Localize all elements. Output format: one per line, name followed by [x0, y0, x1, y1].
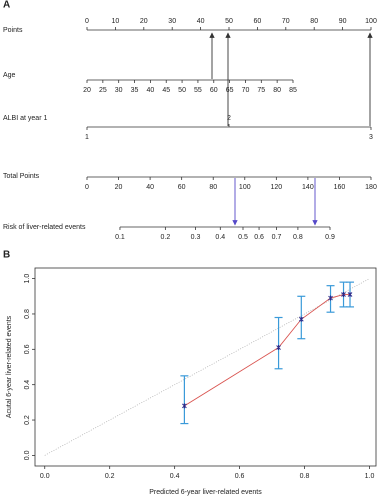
point [347, 292, 353, 298]
tick-label: 80 [310, 18, 318, 25]
point [182, 403, 187, 409]
tick-label: 10 [112, 18, 120, 25]
tick-label: 0 [85, 184, 89, 191]
tick-label: 1 [85, 134, 89, 141]
tick-label: 45 [162, 87, 170, 94]
ideal-line [44, 278, 370, 456]
tick-label: 30 [115, 87, 123, 94]
tick-label: 50 [178, 87, 186, 94]
x-tick-label: 0.8 [300, 473, 310, 480]
tick-label: 40 [146, 87, 154, 94]
tick-label: 0.2 [161, 234, 171, 241]
y-tick-label: 0.0 [24, 450, 31, 460]
x-tick-label: 0.6 [235, 473, 245, 480]
point [298, 316, 304, 322]
x-axis-label: Predicted 6-year liver-related events [149, 489, 262, 496]
tick-label: 60 [254, 18, 262, 25]
tick-label: 35 [131, 87, 139, 94]
tick-label: 50 [225, 18, 233, 25]
row-name: Age [3, 72, 16, 79]
tick-label: 0 [85, 18, 89, 25]
panel-label: B [3, 250, 10, 261]
tick-label: 2 [227, 115, 231, 122]
tick-label: 20 [115, 184, 123, 191]
plot-frame [34, 267, 377, 467]
tick-label: 75 [257, 87, 265, 94]
y-axis-label: Acutal 6-year liver-related events [6, 315, 13, 418]
tick-label: 70 [242, 87, 250, 94]
tick-label: 0.8 [293, 234, 303, 241]
y-tick-label: 0.2 [24, 415, 31, 425]
tick-label: 25 [99, 87, 107, 94]
tick-label: 65 [226, 87, 234, 94]
tick-label: 20 [83, 87, 91, 94]
tick-label: 0.6 [254, 234, 264, 241]
tick-label: 20 [140, 18, 148, 25]
point [328, 295, 333, 301]
y-tick-label: 1.0 [24, 274, 31, 284]
row-name: Total Points [3, 173, 40, 180]
tick-label: 55 [194, 87, 202, 94]
x-tick-label: 1.0 [365, 473, 375, 480]
point [276, 345, 281, 351]
x-tick-label: 0.4 [170, 473, 180, 480]
tick-label: 40 [197, 18, 205, 25]
y-tick-label: 0.4 [24, 380, 31, 390]
y-tick-label: 0.8 [24, 309, 31, 319]
row-name: ALBI at year 1 [3, 115, 47, 122]
tick-label: 60 [178, 184, 186, 191]
tick-label: 100 [239, 184, 251, 191]
tick-label: 120 [270, 184, 282, 191]
tick-label: 85 [289, 87, 297, 94]
tick-label: 80 [273, 87, 281, 94]
tick-label: 0.3 [191, 234, 201, 241]
tick-label: 60 [210, 87, 218, 94]
x-tick-label: 0.0 [40, 473, 50, 480]
y-tick-label: 0.6 [24, 344, 31, 354]
row-name: Points [3, 27, 23, 34]
calibration-line [184, 294, 351, 407]
x-tick-label: 0.2 [105, 473, 115, 480]
tick-label: 70 [282, 18, 290, 25]
tick-label: 0.4 [215, 234, 225, 241]
tick-label: 100 [365, 18, 377, 25]
tick-label: 0.9 [325, 234, 335, 241]
row-name: Risk of liver-related events [3, 224, 86, 231]
tick-label: 0.5 [238, 234, 248, 241]
tick-label: 0.7 [272, 234, 282, 241]
tick-label: 140 [302, 184, 314, 191]
point [341, 292, 346, 298]
panel-label: A [3, 0, 10, 11]
tick-label: 0.1 [115, 234, 125, 241]
tick-label: 40 [146, 184, 154, 191]
tick-label: 90 [339, 18, 347, 25]
tick-label: 3 [369, 134, 373, 141]
tick-label: 30 [168, 18, 176, 25]
tick-label: 80 [209, 184, 217, 191]
tick-label: 180 [365, 184, 377, 191]
tick-label: 160 [334, 184, 346, 191]
